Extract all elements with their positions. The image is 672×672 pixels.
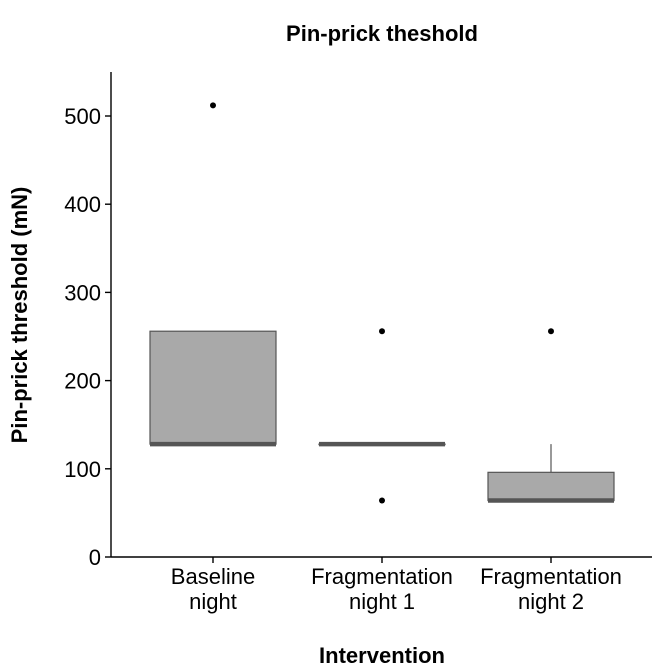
outlier-point <box>379 497 385 504</box>
x-tick-label-line: night 1 <box>349 589 415 614</box>
x-tick-label: Fragmentation night 2 <box>480 564 622 614</box>
plot-area <box>149 102 615 504</box>
y-tick-label: 0 <box>89 545 101 570</box>
box <box>149 330 277 445</box>
box <box>487 471 615 502</box>
y-tick-label: 400 <box>64 192 101 217</box>
y-axis-ticks: 0 100 200 300 400 500 <box>64 104 111 570</box>
box-group <box>318 328 446 504</box>
y-tick-label: 300 <box>64 280 101 305</box>
y-tick-label: 100 <box>64 457 101 482</box>
x-tick-label-line: Fragmentation <box>480 564 622 589</box>
box-group <box>487 328 615 503</box>
x-tick-label: Fragmentation night 1 <box>311 564 453 614</box>
outlier-point <box>210 102 216 109</box>
x-axis-title: Intervention <box>319 643 445 668</box>
x-tick-label-line: night 2 <box>518 589 584 614</box>
outlier-point <box>548 328 554 335</box>
chart-title: Pin-prick theshold <box>286 21 478 46</box>
y-axis-title: Pin-prick threshold (mN) <box>7 187 32 444</box>
box-group <box>149 102 277 447</box>
y-tick-label: 200 <box>64 369 101 394</box>
x-tick-label-line: Fragmentation <box>311 564 453 589</box>
x-tick-label: Baseline night <box>171 564 255 614</box>
x-tick-label-line: night <box>189 589 237 614</box>
y-tick-label: 500 <box>64 104 101 129</box>
outlier-point <box>379 328 385 335</box>
x-tick-label-line: Baseline <box>171 564 255 589</box>
